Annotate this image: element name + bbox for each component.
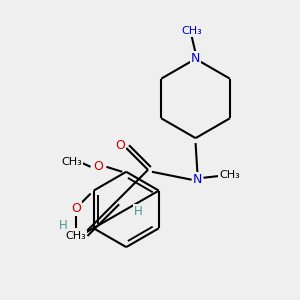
Text: H: H <box>134 205 142 218</box>
Text: CH₃: CH₃ <box>65 231 86 241</box>
Text: O: O <box>115 139 125 152</box>
Text: N: N <box>191 52 200 65</box>
Text: H: H <box>58 219 67 232</box>
Text: O: O <box>94 160 103 173</box>
Text: CH₃: CH₃ <box>219 170 240 180</box>
Text: N: N <box>193 173 202 186</box>
Text: O: O <box>71 202 81 215</box>
Text: CH₃: CH₃ <box>181 26 202 36</box>
Text: CH₃: CH₃ <box>61 157 82 167</box>
